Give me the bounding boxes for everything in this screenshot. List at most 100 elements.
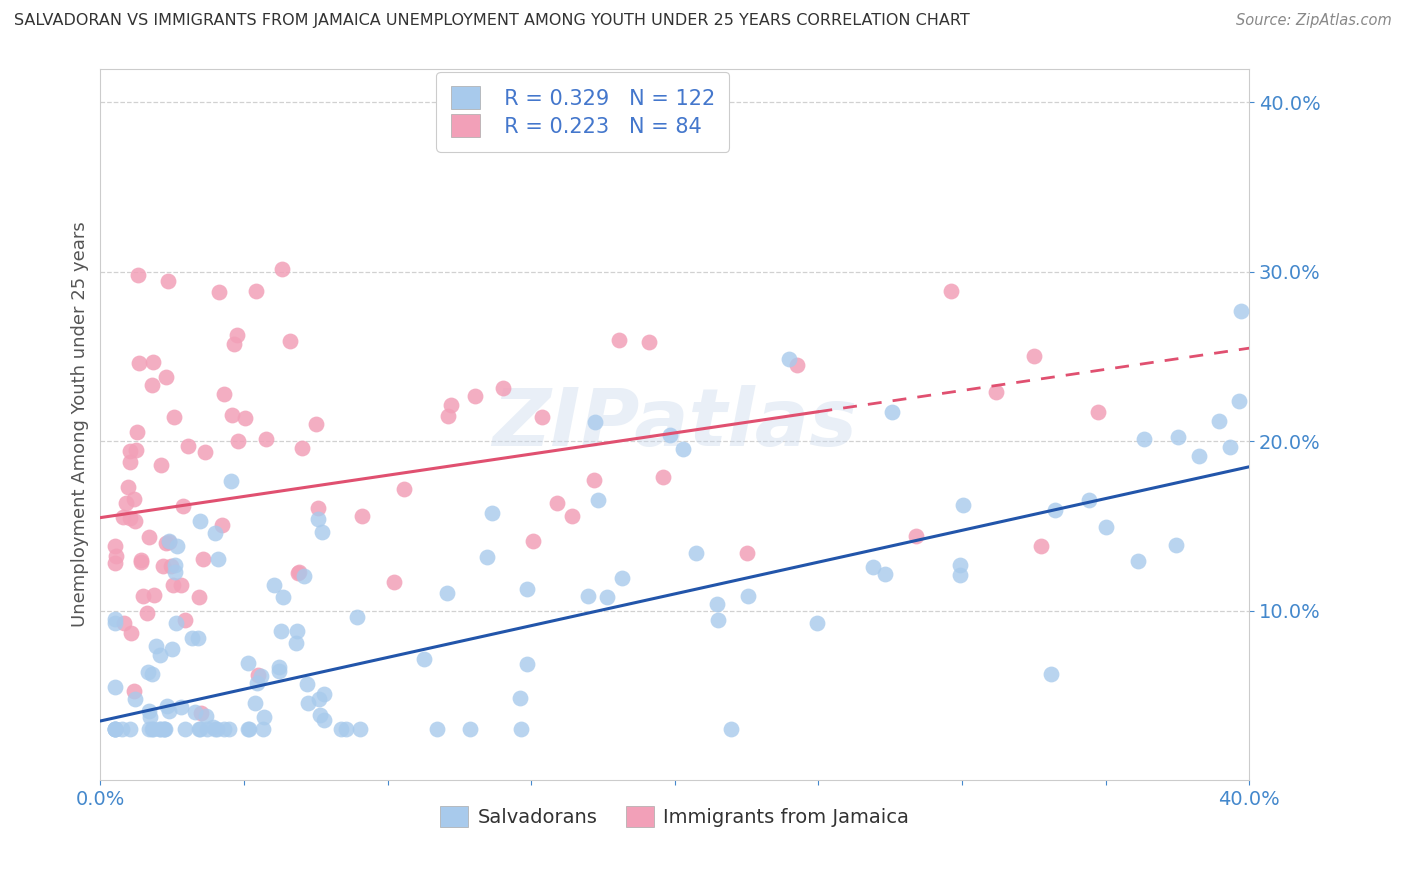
Point <box>104 539 127 553</box>
Point <box>1095 520 1118 534</box>
Point <box>349 723 371 737</box>
Point <box>157 274 180 288</box>
Point <box>481 507 503 521</box>
Point <box>285 624 308 638</box>
Point <box>737 546 759 560</box>
Text: SALVADORAN VS IMMIGRANTS FROM JAMAICA UNEMPLOYMENT AMONG YOUTH UNDER 25 YEARS CO: SALVADORAN VS IMMIGRANTS FROM JAMAICA UN… <box>14 13 970 29</box>
Point <box>806 615 828 630</box>
Point <box>141 723 163 737</box>
Point <box>145 639 167 653</box>
Point <box>1188 449 1211 463</box>
Point <box>188 723 211 737</box>
Point <box>1227 393 1250 408</box>
Point <box>194 445 217 459</box>
Point <box>214 723 236 737</box>
Point <box>582 473 605 487</box>
Point <box>104 615 127 630</box>
Point <box>263 578 285 592</box>
Point <box>162 642 184 657</box>
Point <box>141 377 163 392</box>
Point <box>236 723 259 737</box>
Point <box>143 588 166 602</box>
Point <box>659 427 682 442</box>
Point <box>561 509 583 524</box>
Point <box>546 496 568 510</box>
Point <box>202 720 225 734</box>
Point <box>197 723 219 737</box>
Point <box>905 529 928 543</box>
Point <box>1219 441 1241 455</box>
Point <box>583 416 606 430</box>
Point <box>1039 667 1062 681</box>
Point <box>120 723 142 737</box>
Point <box>1045 503 1067 517</box>
Point <box>170 578 193 592</box>
Point <box>157 704 180 718</box>
Point <box>576 589 599 603</box>
Point <box>166 539 188 553</box>
Point <box>238 656 260 670</box>
Point <box>412 651 434 665</box>
Point <box>612 571 634 585</box>
Point <box>165 558 187 572</box>
Point <box>127 425 149 439</box>
Point <box>124 515 146 529</box>
Point <box>138 723 160 737</box>
Point <box>156 698 179 713</box>
Point <box>187 591 209 605</box>
Point <box>307 512 329 526</box>
Point <box>245 284 267 298</box>
Point <box>104 612 127 626</box>
Point <box>104 549 127 563</box>
Point <box>104 723 127 737</box>
Point <box>212 387 235 401</box>
Point <box>437 409 460 424</box>
Point <box>165 616 187 631</box>
Point <box>267 665 290 679</box>
Point <box>737 589 759 603</box>
Point <box>187 632 209 646</box>
Point <box>1164 538 1187 552</box>
Point <box>118 455 141 469</box>
Point <box>131 589 153 603</box>
Point <box>510 723 533 737</box>
Legend: Salvadorans, Immigrants from Jamaica: Salvadorans, Immigrants from Jamaica <box>433 798 917 835</box>
Point <box>117 480 139 494</box>
Point <box>104 723 127 737</box>
Point <box>157 534 180 549</box>
Point <box>346 610 368 624</box>
Point <box>307 501 329 516</box>
Point <box>149 723 172 737</box>
Point <box>392 482 415 496</box>
Point <box>153 723 176 737</box>
Point <box>136 665 159 679</box>
Point <box>104 723 127 737</box>
Point <box>1077 493 1099 508</box>
Point <box>138 530 160 544</box>
Point <box>1167 430 1189 444</box>
Point <box>247 668 270 682</box>
Point <box>522 533 544 548</box>
Point <box>226 327 249 342</box>
Point <box>149 723 172 737</box>
Point <box>204 525 226 540</box>
Point <box>128 356 150 370</box>
Point <box>152 559 174 574</box>
Point <box>586 492 609 507</box>
Point <box>652 470 675 484</box>
Point <box>174 613 197 627</box>
Point <box>384 575 406 590</box>
Point <box>141 666 163 681</box>
Point <box>1230 304 1253 318</box>
Point <box>1208 414 1230 428</box>
Point <box>129 555 152 569</box>
Point <box>104 680 127 694</box>
Point <box>104 723 127 737</box>
Point <box>288 565 311 579</box>
Point <box>155 536 177 550</box>
Point <box>305 417 328 431</box>
Point <box>335 723 357 737</box>
Point <box>118 511 141 525</box>
Point <box>170 700 193 714</box>
Point <box>311 524 333 539</box>
